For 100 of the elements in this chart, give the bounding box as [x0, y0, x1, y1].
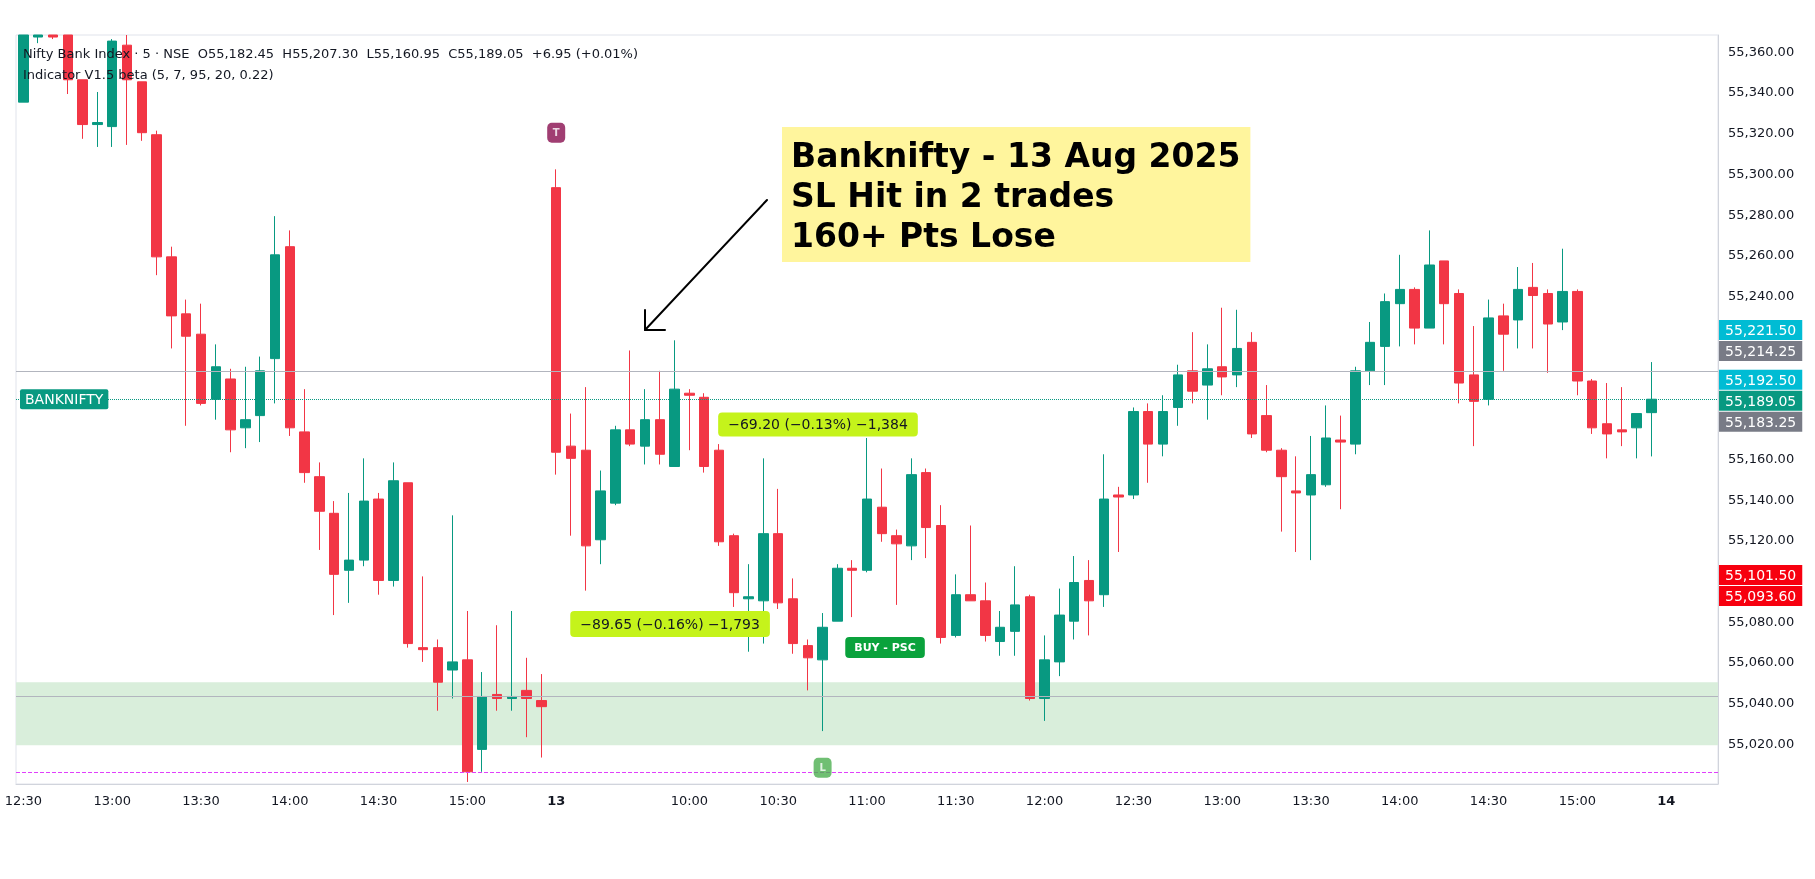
y-tick-label: 55,240.00	[1728, 288, 1795, 304]
candlestick	[1010, 565, 1020, 657]
y-tick-label: 55,020.00	[1728, 735, 1795, 751]
candlestick	[433, 638, 443, 712]
x-tick-label: 13:30	[1292, 793, 1330, 808]
text: Banknifty - 13 Aug 2025 SL Hit in 2 trades 160+ Pts Lose	[791, 135, 1241, 255]
candlestick	[1084, 559, 1094, 636]
y-tick-label: 55,300.00	[1728, 165, 1795, 181]
candlestick	[1187, 331, 1198, 404]
x-tick-label: 13:00	[1203, 793, 1241, 808]
candlestick	[166, 246, 177, 349]
x-tick-label: 12:30	[1114, 793, 1153, 808]
candlestick	[1572, 288, 1583, 396]
x-tick-label: 12:00	[1025, 793, 1064, 808]
candlestick	[773, 488, 783, 610]
candlestick	[1261, 384, 1272, 453]
y-tick-label: 55,360.00	[1728, 43, 1795, 59]
y-tick-label: 55,120.00	[1728, 532, 1795, 548]
candlestick	[1513, 266, 1523, 349]
candlestick	[462, 610, 473, 783]
candlestick	[33, 34, 43, 44]
candlestick	[847, 559, 857, 618]
x-tick-label: 13:00	[93, 793, 131, 808]
candlestick	[1617, 386, 1627, 447]
candlestick	[788, 577, 798, 655]
candlestick	[1128, 406, 1139, 500]
candlestick	[1276, 447, 1287, 533]
candlestick	[447, 514, 458, 700]
y-tick-label: 55,340.00	[1728, 84, 1795, 100]
candlestick	[1543, 288, 1553, 374]
candlestick	[995, 610, 1005, 657]
candlestick	[655, 370, 665, 465]
candlestick	[877, 468, 887, 543]
candlestick	[921, 468, 931, 559]
candlestick	[1365, 321, 1375, 386]
x-tick-label: 13:30	[182, 793, 220, 808]
candlestick	[1602, 382, 1612, 459]
candlestick	[329, 500, 339, 616]
candlestick	[1469, 325, 1479, 447]
x-tick-label: 11:30	[937, 793, 975, 808]
candlestick	[314, 461, 325, 551]
candlestick	[299, 388, 310, 484]
x-tick-label: 14:00	[271, 793, 309, 808]
candlestick	[758, 457, 769, 645]
text: 55,189.05	[1725, 392, 1797, 409]
candlestick	[699, 392, 709, 474]
candlestick	[862, 437, 872, 573]
x-tick-label: 11:00	[848, 793, 886, 808]
candlestick	[1395, 254, 1405, 347]
candlestick	[151, 130, 162, 276]
candlestick	[1557, 248, 1568, 331]
candlestick	[344, 492, 354, 604]
candlestick	[1424, 229, 1435, 329]
text: 55,101.50	[1725, 566, 1797, 583]
candlestick	[1409, 286, 1420, 345]
candlestick	[1587, 378, 1597, 435]
candlestick	[551, 168, 561, 476]
annotation: −69.20 (−0.13%) −1,384	[728, 416, 908, 433]
candlestick	[373, 492, 384, 596]
text: 55,192.50	[1725, 371, 1797, 388]
candlestick	[1498, 303, 1509, 372]
candlestick	[403, 482, 413, 649]
candlestick	[1335, 415, 1346, 510]
candlestick	[1069, 555, 1079, 640]
candlestick	[196, 303, 206, 406]
x-tick-label: 14:30	[1469, 793, 1508, 808]
candlestick	[418, 575, 428, 663]
candlestick	[817, 612, 828, 732]
y-tick-label: 55,260.00	[1728, 247, 1795, 263]
y-tick-label: 55,140.00	[1728, 491, 1795, 507]
y-tick-label: 55,280.00	[1728, 206, 1795, 222]
candlestick	[1039, 634, 1050, 722]
y-tick-label: 55,060.00	[1728, 654, 1795, 670]
candlestick	[1380, 292, 1390, 386]
x-tick-label: 14:30	[359, 793, 398, 808]
candlestick	[48, 34, 58, 40]
candlestick	[729, 533, 739, 608]
candlestick	[1054, 588, 1065, 677]
candlestick	[225, 368, 236, 453]
x-tick-label: 10:00	[670, 793, 709, 808]
candlestick	[965, 525, 976, 602]
y-tick-label: 55,320.00	[1728, 125, 1795, 141]
candlestick	[137, 81, 147, 142]
x-tick-label: 14	[1657, 793, 1676, 808]
candlestick	[951, 573, 961, 638]
candlestick	[1232, 309, 1242, 388]
data-label: T	[552, 127, 560, 139]
annotation: BUY - PSC	[854, 641, 916, 655]
text: 55,214.25	[1725, 343, 1797, 360]
candlestick	[77, 79, 88, 140]
candlestick	[507, 610, 517, 712]
x-tick-label: 12:30	[4, 793, 43, 808]
candlestick	[832, 563, 843, 622]
candlestick	[980, 582, 991, 643]
candlestick	[906, 457, 917, 561]
candlestick	[1306, 435, 1316, 561]
candlestick	[714, 443, 724, 547]
candlestick	[803, 638, 813, 691]
text: 55,093.60	[1725, 587, 1797, 604]
candlestick	[1321, 404, 1331, 488]
